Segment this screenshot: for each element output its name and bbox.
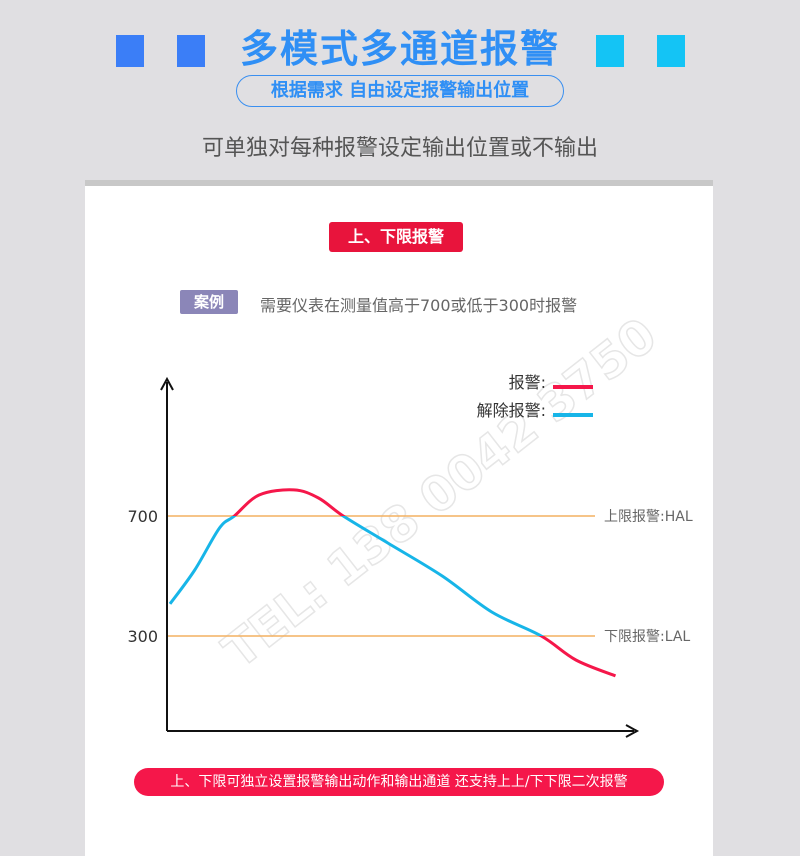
decor-square [657, 35, 685, 67]
alarm-curve-high [231, 488, 347, 516]
watermark: TEL: 138 0042 3750 [213, 307, 667, 679]
y-tick-label: 700 [127, 507, 158, 526]
feature-note: 上、下限可独立设置报警输出动作和输出通道 还支持上上/下下限二次报警 [134, 768, 664, 796]
description: 可单独对每种报警设定输出位置或不输出 [201, 136, 598, 161]
case-text: 需要仪表在测量值高于700或低于300时报警 [260, 296, 578, 315]
subtitle-pill: 根据需求 自由设定报警输出位置 [236, 75, 564, 107]
case-label: 案例 [180, 290, 238, 314]
decor-square [596, 35, 624, 67]
decor-square [177, 35, 205, 67]
x-axis-arrow [625, 724, 640, 738]
threshold-label: 下限报警:LAL [604, 629, 690, 645]
clear-curve [168, 516, 545, 636]
legend-label: 解除报警: [477, 401, 546, 420]
decor-square [116, 35, 144, 67]
y-axis-arrow [160, 376, 174, 391]
legend-label: 报警: [509, 373, 546, 392]
threshold-label: 上限报警:HAL [604, 509, 693, 525]
alarm-type-badge: 上、下限报警 [329, 222, 463, 252]
page-title: 多模式多通道报警 [239, 27, 560, 71]
y-tick-label: 300 [127, 627, 158, 646]
